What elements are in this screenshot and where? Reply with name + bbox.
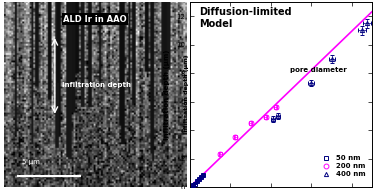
Text: 5 μm: 5 μm [22,159,40,165]
Text: pore diameter: pore diameter [290,67,347,73]
Legend: 50 nm, 200 nm, 400 nm: 50 nm, 200 nm, 400 nm [318,152,369,180]
Text: ALD Ir in AAO: ALD Ir in AAO [63,15,127,24]
Y-axis label: Infiltration depth (μm): Infiltration depth (μm) [164,49,170,140]
Text: Infiltration depth (μm): Infiltration depth (μm) [183,55,189,134]
Text: Diffusion-limited
Model: Diffusion-limited Model [199,7,291,29]
Text: Infiltration depth: Infiltration depth [62,82,131,88]
